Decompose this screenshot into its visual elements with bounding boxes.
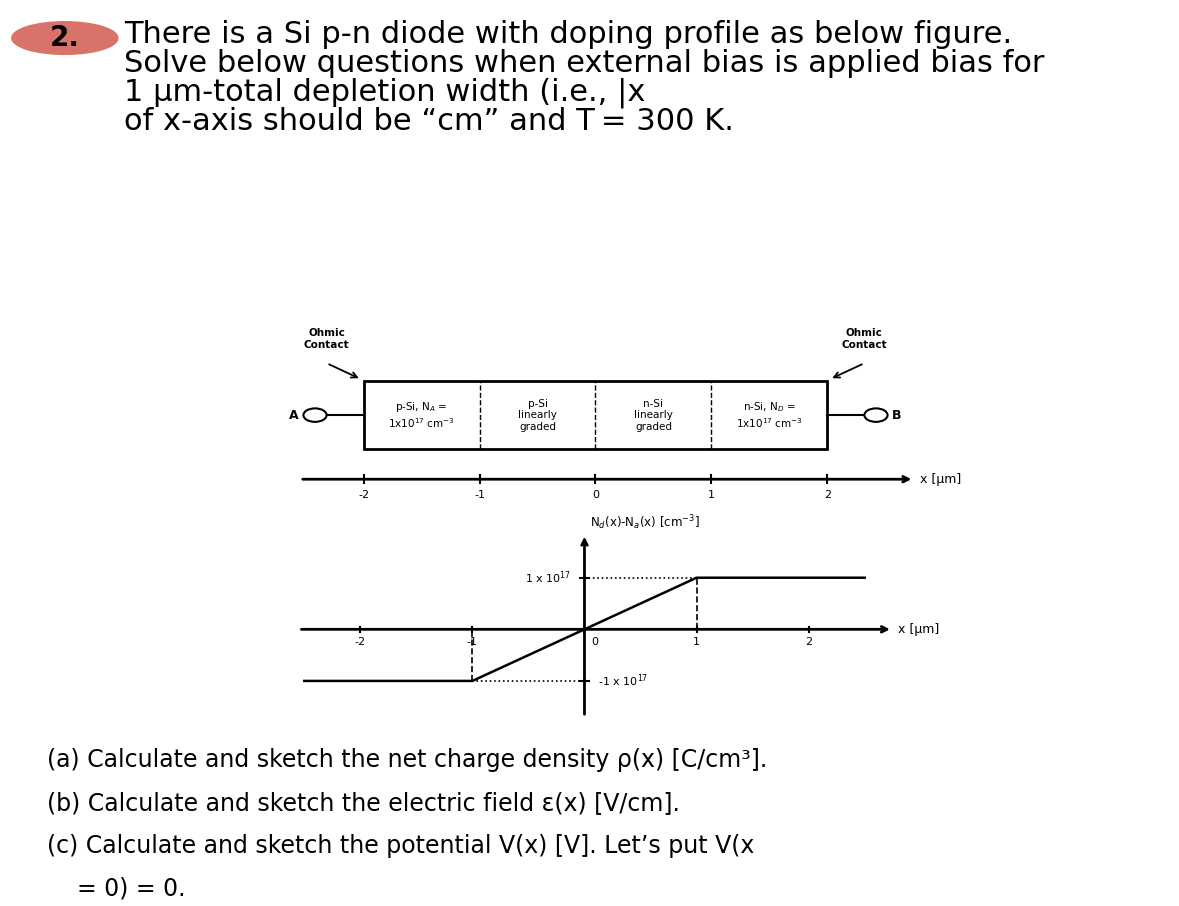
Text: N$_d$(x)-N$_a$(x) [cm$^{-3}$]: N$_d$(x)-N$_a$(x) [cm$^{-3}$] <box>590 514 700 533</box>
Text: -1: -1 <box>474 490 485 500</box>
Text: -1: -1 <box>467 637 477 647</box>
Text: p-Si
linearly
graded: p-Si linearly graded <box>518 399 556 432</box>
Text: p-Si, N$_A$ =
1x10$^{17}$ cm$^{-3}$: p-Si, N$_A$ = 1x10$^{17}$ cm$^{-3}$ <box>388 400 455 430</box>
Text: 1 x 10$^{17}$: 1 x 10$^{17}$ <box>525 569 571 586</box>
Text: 1 μm-total depletion width (i.e., |x: 1 μm-total depletion width (i.e., |x <box>124 77 645 108</box>
Text: B: B <box>893 409 902 421</box>
Text: x [μm]: x [μm] <box>920 473 961 486</box>
Circle shape <box>864 409 888 422</box>
Circle shape <box>303 409 327 422</box>
Text: (c) Calculate and sketch the potential V(x) [V]. Let’s put V(x: (c) Calculate and sketch the potential V… <box>47 834 755 858</box>
Text: Ohmic
Contact: Ohmic Contact <box>304 328 349 350</box>
Text: 2: 2 <box>805 637 812 647</box>
Text: -2: -2 <box>355 637 365 647</box>
Text: 1: 1 <box>693 637 700 647</box>
Text: = 0) = 0.: = 0) = 0. <box>47 877 185 901</box>
Text: Ohmic
Contact: Ohmic Contact <box>842 328 888 350</box>
Text: x [μm]: x [μm] <box>898 622 940 636</box>
Text: 2: 2 <box>824 490 831 500</box>
Circle shape <box>12 22 118 54</box>
Text: -1 x 10$^{17}$: -1 x 10$^{17}$ <box>598 672 648 689</box>
Text: n-Si, N$_D$ =
1x10$^{17}$ cm$^{-3}$: n-Si, N$_D$ = 1x10$^{17}$ cm$^{-3}$ <box>736 400 803 430</box>
Text: of x-axis should be “cm” and T = 300 K.: of x-axis should be “cm” and T = 300 K. <box>124 107 733 136</box>
Text: (a) Calculate and sketch the net charge density ρ(x) [C/cm³].: (a) Calculate and sketch the net charge … <box>47 747 768 772</box>
Text: n-Si
linearly
graded: n-Si linearly graded <box>634 399 673 432</box>
Text: 0: 0 <box>592 490 599 500</box>
Text: 0: 0 <box>591 637 598 647</box>
Bar <box>363 381 828 448</box>
Text: A: A <box>289 409 299 421</box>
Text: (b) Calculate and sketch the electric field ε(x) [V/cm].: (b) Calculate and sketch the electric fi… <box>47 791 680 814</box>
Text: Solve below questions when external bias is applied bias for: Solve below questions when external bias… <box>124 49 1045 78</box>
Text: 2.: 2. <box>50 24 80 52</box>
Text: 1: 1 <box>707 490 714 500</box>
Text: There is a Si p-n diode with doping profile as below figure.: There is a Si p-n diode with doping prof… <box>124 20 1012 49</box>
Text: -2: -2 <box>358 490 369 500</box>
